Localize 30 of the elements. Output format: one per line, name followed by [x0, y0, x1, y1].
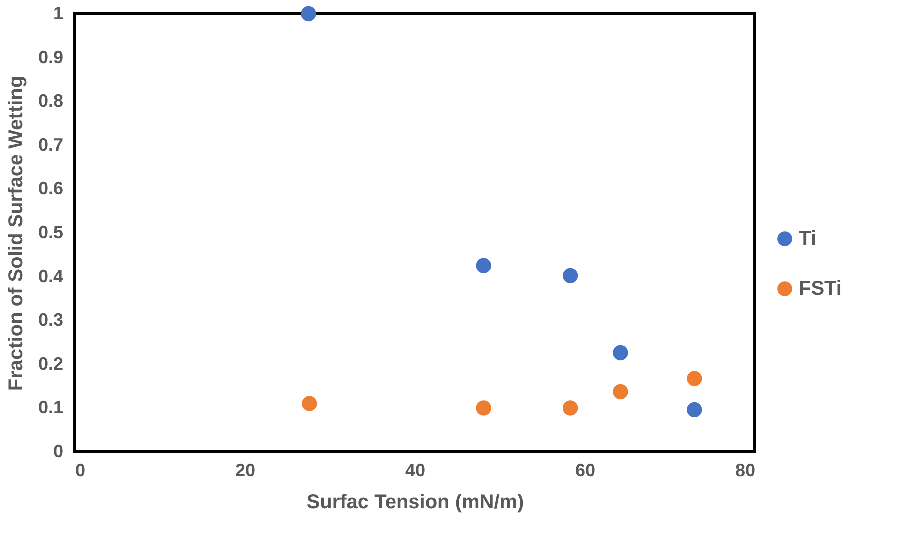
y-tick-label: 0.7: [38, 134, 64, 155]
y-tick-label: 0: [53, 442, 64, 462]
point: [613, 345, 628, 361]
y-tick-label: 0.3: [38, 310, 64, 330]
point: [476, 258, 492, 274]
y-tick-label: 1: [53, 4, 64, 24]
x-axis-title: Surfac Tension (mN/m): [306, 492, 524, 514]
point: [687, 371, 702, 386]
y-tick-label: 0.9: [38, 47, 64, 68]
y-tick-label: 0.6: [38, 178, 64, 199]
point: [613, 384, 628, 400]
y-tick-label: 0.2: [38, 354, 64, 374]
x-tick-label: 40: [405, 460, 426, 480]
y-tick-label: 0.4: [38, 266, 64, 286]
y-tick-label: 0.8: [38, 91, 64, 112]
y-tick-label: 0.1: [38, 398, 64, 418]
y-axis-title: Fraction of Solid Surface Wetting: [5, 76, 28, 392]
y-tick-label: 0.5: [38, 222, 64, 242]
x-tick-label: 0: [76, 460, 86, 480]
legend-label: Ti: [799, 228, 816, 250]
point: [562, 268, 578, 284]
point: [301, 6, 316, 22]
point: [476, 400, 492, 416]
point: [562, 400, 578, 416]
x-tick-label: 80: [735, 460, 756, 480]
point: [687, 402, 702, 418]
x-tick-label: 20: [235, 460, 256, 480]
x-tick-label: 60: [575, 460, 596, 480]
point: [302, 396, 318, 412]
legend-label: FSTi: [799, 278, 842, 300]
